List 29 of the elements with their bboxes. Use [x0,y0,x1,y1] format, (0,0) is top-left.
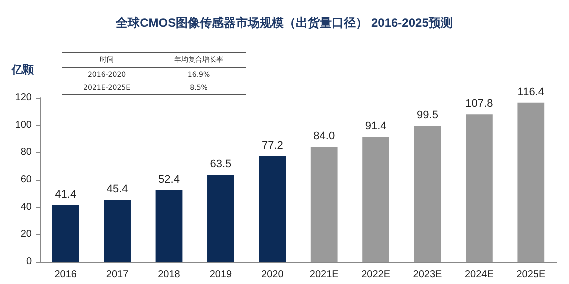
y-tick-label: 20 [20,229,32,240]
x-tick-label: 2016 [54,270,78,280]
x-tick-label: 2021E [310,270,340,280]
x-tick-label: 2022E [362,270,391,280]
data-label: 91.4 [365,120,387,133]
y-tick-label: 40 [20,202,32,213]
x-tick-label: 2019 [210,270,233,280]
y-tick-label: 0 [26,256,32,268]
data-label: 45.4 [106,183,128,196]
data-label: 107.8 [466,98,494,110]
x-tick-label: 2018 [158,270,181,280]
data-label: 63.5 [210,158,232,171]
x-tick-label: 2025E [516,270,546,280]
x-tick-label: 2017 [106,270,130,280]
x-tick-label: 2023E [413,270,443,280]
y-tick-label: 120 [15,92,32,104]
data-label: 84.0 [314,130,336,143]
x-tick-label: 2020 [262,270,284,280]
data-label: 41.4 [55,188,77,201]
y-tick-label: 100 [15,120,32,131]
data-label: 52.4 [158,174,180,186]
data-label: 77.2 [262,140,284,152]
data-label: 99.5 [417,110,438,122]
y-tick-label: 60 [20,174,32,186]
y-tick-label: 80 [20,147,32,158]
chart-title: 全球CMOS图像传感器市场规模（出货量口径） 2016-2025预测 [115,16,453,30]
x-tick-label: 2024E [464,270,494,280]
y-axis-title: 亿颗 [11,64,35,76]
data-label: 116.4 [518,86,545,98]
